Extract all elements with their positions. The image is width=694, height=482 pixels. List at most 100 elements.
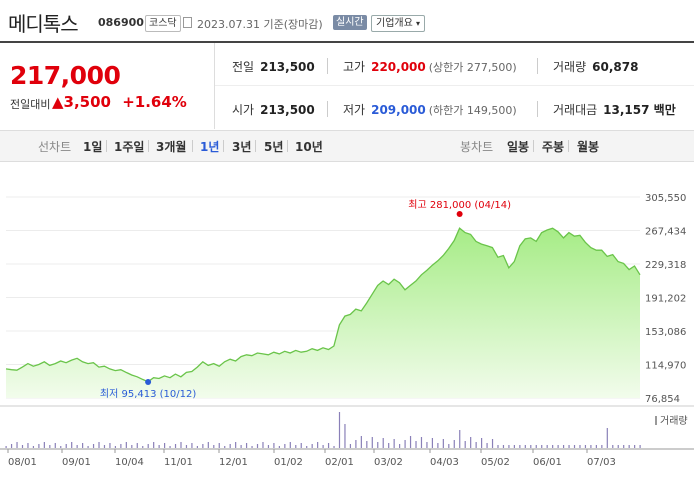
volume-bar: [595, 445, 597, 448]
x-tick-label: 01/02: [274, 457, 303, 468]
quote-table: 전일 213,500 고가 220,000 (상한가 277,500) 거래량 60,8…: [215, 43, 694, 129]
change-percent: +1.64%: [122, 93, 187, 111]
volume-bar: [382, 438, 384, 448]
volume-bar: [278, 446, 280, 448]
volume: 거래량 60,878: [553, 58, 638, 75]
tab-1d[interactable]: 1일: [83, 140, 103, 154]
tab-monthly[interactable]: 월봉: [577, 140, 600, 154]
stock-code: 086900: [98, 16, 144, 29]
x-axis: 08/01 09/01 10/04 11/01 12/01 01/02 02/01 03/02…: [7, 449, 616, 468]
volume-bar: [475, 442, 477, 448]
low-label: 저가: [343, 103, 366, 117]
x-tick-label: 12/01: [219, 457, 248, 468]
lower-limit: (하한가 149,500): [428, 104, 517, 117]
volume-bar: [306, 446, 308, 448]
volume-bar: [568, 445, 570, 448]
volume-bar: [32, 446, 35, 448]
volume-bar: [300, 443, 302, 448]
tab-3y[interactable]: 3년: [232, 140, 252, 154]
change-amount: ▲3,500: [52, 93, 111, 111]
tab-1y[interactable]: 1년: [200, 140, 220, 154]
volume-bar: [65, 444, 67, 448]
realtime-button[interactable]: 실시간: [333, 15, 367, 30]
volume-bar: [21, 445, 24, 448]
volume-bar: [322, 445, 324, 448]
volume-bar: [202, 444, 204, 448]
y-tick-label: 229,318: [645, 260, 686, 271]
x-tick-label: 02/01: [325, 457, 354, 468]
price-line: [5, 227, 641, 383]
open-value: 213,500: [260, 103, 315, 117]
volume-bar: [639, 445, 641, 448]
volume-bar: [317, 442, 319, 448]
tab-10y[interactable]: 10년: [295, 140, 323, 154]
upper-limit: (상한가 277,500): [428, 61, 517, 74]
volume-bar: [125, 442, 127, 448]
volume-bar: [92, 444, 95, 448]
volume-bar: [552, 445, 554, 448]
volume-bar: [262, 442, 264, 448]
volume-bar: [404, 440, 406, 448]
change-label: 전일대비: [10, 98, 51, 111]
volume-bar: [442, 439, 444, 448]
x-tick-label: 09/01: [62, 457, 91, 468]
volume-bar: [158, 445, 160, 448]
x-tick-label: 06/01: [533, 457, 562, 468]
volume-bar: [27, 443, 29, 448]
volume-bar: [87, 446, 89, 448]
volume-bar: [185, 445, 188, 448]
low-price: 저가 209,000 (하한가 149,500): [343, 101, 517, 118]
max-marker: [456, 211, 463, 217]
volume-bar: [393, 439, 395, 448]
volume-bar: [229, 444, 231, 448]
volume-bar: [584, 445, 587, 448]
y-tick-label: 191,202: [645, 294, 686, 305]
volume-bar: [120, 444, 122, 448]
volume-bar: [606, 428, 608, 448]
volume-bar: [349, 444, 352, 448]
volume-bar: [327, 443, 330, 448]
market-badge: 코스닥: [145, 15, 181, 32]
volume-bar: [453, 440, 455, 448]
volume-bar: [519, 445, 521, 448]
volume-legend-icon: [655, 416, 657, 425]
volume-bar: [16, 442, 18, 448]
stock-header: 메디톡스 086900 코스닥 2023.07.31 기준(장마감) 실시간 기…: [0, 0, 694, 43]
volume-bar: [196, 446, 198, 448]
prev-label: 전일: [232, 60, 255, 74]
volume-bars: [5, 412, 641, 448]
date-basis: 기준(장마감): [263, 18, 323, 31]
volume-bar: [245, 443, 248, 448]
volume-bar: [459, 430, 461, 448]
y-tick-label: 76,854: [645, 394, 680, 405]
volume-bar: [224, 446, 226, 448]
volume-bar: [142, 446, 144, 448]
volume-bar: [601, 445, 603, 448]
amount-value: 13,157 백만: [603, 103, 676, 117]
volume-bar: [289, 442, 291, 448]
tab-1w[interactable]: 1주일: [114, 140, 145, 154]
company-info-dropdown[interactable]: 기업개요 ▾: [371, 15, 426, 32]
y-tick-label: 153,086: [645, 327, 686, 338]
volume-bar: [136, 443, 138, 448]
max-label: 최고 281,000 (04/14): [408, 199, 511, 211]
volume-bar: [448, 444, 450, 448]
prev-value: 213,500: [260, 60, 315, 74]
tab-daily[interactable]: 일봉: [507, 140, 530, 154]
volume-bar: [98, 442, 100, 448]
volume-bar: [10, 444, 13, 448]
tab-5y[interactable]: 5년: [264, 140, 284, 154]
chevron-down-icon: ▾: [416, 19, 421, 28]
volume-bar: [634, 445, 636, 448]
volume-bar: [71, 442, 73, 448]
volume-bar: [541, 445, 543, 448]
tab-weekly[interactable]: 주봉: [542, 140, 565, 154]
volume-bar: [562, 445, 565, 448]
volume-bar: [147, 444, 149, 448]
volume-bar: [530, 445, 532, 448]
volume-bar: [38, 444, 40, 448]
volume-bar: [377, 442, 379, 448]
open-label: 시가: [232, 103, 255, 117]
tab-3m[interactable]: 3개월: [156, 140, 187, 154]
